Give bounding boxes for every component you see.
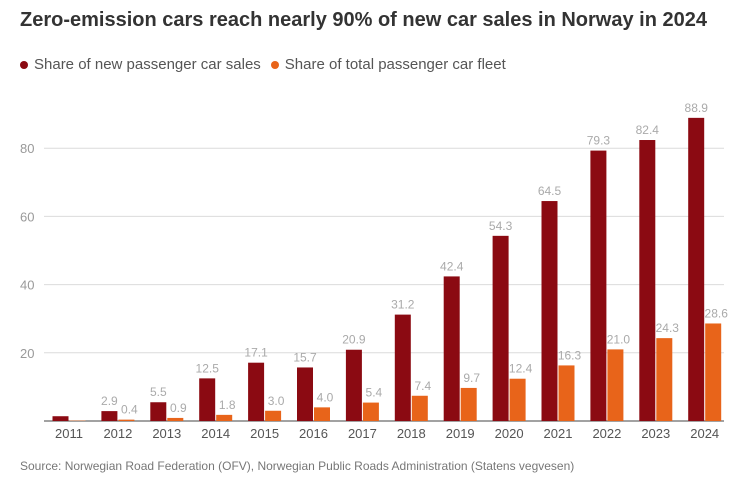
bar-fleet <box>265 410 282 421</box>
bar-new-sales <box>639 140 656 422</box>
data-label-fleet: 16.3 <box>558 348 582 362</box>
data-label-fleet: 4.0 <box>317 390 334 404</box>
bar-fleet <box>607 349 624 421</box>
bar-fleet <box>656 338 673 421</box>
bar-new-sales <box>297 367 313 421</box>
bar-new-sales <box>248 362 265 421</box>
data-label-fleet: 12.4 <box>509 362 533 376</box>
bar-new-sales <box>492 235 509 421</box>
legend-label-new-sales: Share of new passenger car sales <box>34 56 261 73</box>
bar-new-sales <box>590 150 607 421</box>
data-label-fleet: 5.4 <box>366 386 383 400</box>
x-tick-label: 2024 <box>690 426 719 441</box>
x-tick-label: 2019 <box>446 426 475 441</box>
x-tick-label: 2014 <box>201 426 230 441</box>
data-label-new-sales: 42.4 <box>440 259 464 273</box>
data-label-new-sales: 20.9 <box>342 333 366 347</box>
bar-chart: 20 40 60 80 2011 2.90.4 2012 5.50.9 2013 12.5 1.8 2… <box>20 101 729 441</box>
legend-item-new-sales: Share of new passenger car sales <box>20 56 261 73</box>
data-label-fleet: 28.6 <box>705 306 729 320</box>
legend: Share of new passenger car sales Share o… <box>20 56 506 73</box>
data-label-new-sales: 15.7 <box>293 350 317 364</box>
chart-title: Zero-emission cars reach nearly 90% of n… <box>20 9 707 31</box>
x-tick-label: 2015 <box>250 426 279 441</box>
y-tick-label: 40 <box>20 278 34 293</box>
y-tick-label: 20 <box>20 346 34 361</box>
x-tick-label: 2020 <box>495 426 524 441</box>
data-label-fleet: 1.8 <box>219 398 236 412</box>
bar-new-sales <box>394 314 411 421</box>
source-note: Source: Norwegian Road Federation (OFV),… <box>20 459 575 473</box>
bar-new-sales <box>150 402 167 421</box>
data-label-fleet: 9.7 <box>463 371 480 385</box>
y-tick-label: 60 <box>20 209 34 224</box>
x-tick-label: 2022 <box>592 426 621 441</box>
bar-fleet <box>167 417 184 421</box>
data-label-new-sales: 17.1 <box>244 346 268 360</box>
x-tick-label: 2012 <box>103 426 132 441</box>
bar-new-sales <box>688 117 705 421</box>
bar-fleet <box>705 323 722 421</box>
x-tick-label: 2016 <box>299 426 328 441</box>
legend-swatch-new-sales <box>20 60 28 69</box>
bar-new-sales <box>541 201 558 421</box>
bar-fleet <box>314 407 330 421</box>
x-tick-label: 2017 <box>348 426 377 441</box>
bar-new-sales <box>199 378 216 421</box>
data-label-fleet: 0.4 <box>121 403 138 417</box>
data-label-new-sales: 54.3 <box>489 219 513 233</box>
data-label-fleet: 7.4 <box>414 379 431 393</box>
bar-new-sales <box>101 411 118 421</box>
bar-fleet <box>411 395 428 421</box>
data-label-new-sales: 88.9 <box>685 101 709 115</box>
bar-fleet <box>460 387 477 421</box>
data-label-new-sales: 79.3 <box>587 134 611 148</box>
bar-fleet <box>509 378 526 421</box>
data-label-fleet: 0.9 <box>170 401 187 415</box>
x-tick-label: 2023 <box>641 426 670 441</box>
bar-new-sales <box>345 349 362 421</box>
bar-fleet <box>216 414 233 421</box>
data-label-new-sales: 31.2 <box>391 298 415 312</box>
x-tick-label: 2018 <box>397 426 426 441</box>
data-label-new-sales: 2.9 <box>101 394 118 408</box>
data-label-fleet: 3.0 <box>268 394 285 408</box>
x-tick-label: 2013 <box>152 426 181 441</box>
x-tick-label: 2011 <box>55 426 83 441</box>
data-label-new-sales: 82.4 <box>636 123 660 137</box>
bar-new-sales <box>443 276 460 421</box>
bar-fleet <box>558 365 575 421</box>
data-label-fleet: 21.0 <box>607 332 631 346</box>
legend-label-fleet: Share of total passenger car fleet <box>284 56 506 73</box>
x-tick-label: 2021 <box>544 426 573 441</box>
bar-fleet <box>118 419 135 421</box>
data-label-new-sales: 5.5 <box>150 385 167 399</box>
y-tick-label: 80 <box>20 141 34 156</box>
data-label-new-sales: 12.5 <box>196 361 220 375</box>
legend-swatch-fleet <box>270 60 279 69</box>
data-label-fleet: 24.3 <box>656 321 680 335</box>
bar-fleet <box>362 402 379 421</box>
bar-new-sales <box>52 416 69 421</box>
data-label-new-sales: 64.5 <box>538 184 562 198</box>
legend-item-fleet: Share of total passenger car fleet <box>270 56 506 73</box>
